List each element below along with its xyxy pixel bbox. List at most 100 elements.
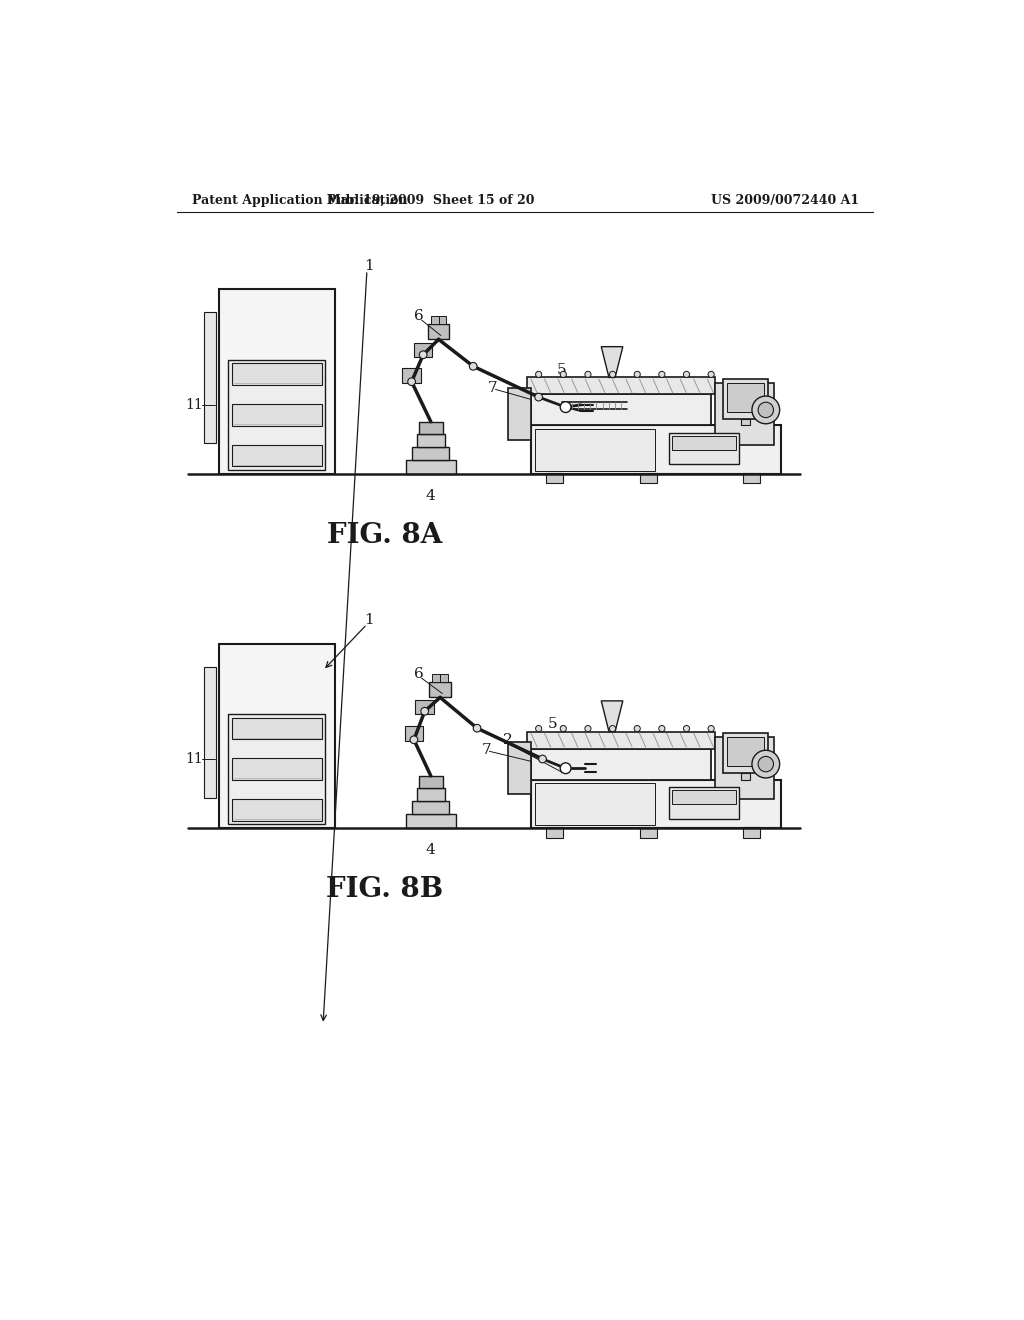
Circle shape — [560, 401, 571, 413]
Bar — [232, 718, 322, 739]
Circle shape — [536, 726, 542, 731]
Bar — [219, 644, 335, 829]
Bar — [741, 774, 751, 780]
Text: 7: 7 — [481, 743, 492, 756]
Text: 5: 5 — [548, 717, 557, 731]
Bar — [672, 789, 735, 804]
Bar — [531, 748, 711, 780]
Bar — [404, 726, 423, 742]
Bar — [741, 420, 751, 425]
Bar — [431, 317, 438, 323]
Text: 4: 4 — [426, 843, 436, 857]
Bar — [669, 433, 738, 465]
Circle shape — [658, 726, 665, 731]
Circle shape — [539, 755, 547, 763]
Text: 11: 11 — [184, 752, 203, 766]
Circle shape — [408, 378, 416, 385]
Bar — [414, 343, 432, 358]
Bar — [232, 758, 322, 780]
Circle shape — [535, 393, 543, 401]
Bar — [508, 742, 531, 795]
Text: 11: 11 — [184, 397, 203, 412]
Bar — [724, 379, 768, 420]
Circle shape — [634, 371, 640, 378]
Bar — [640, 473, 657, 483]
Text: 1: 1 — [365, 614, 374, 627]
Polygon shape — [601, 347, 623, 378]
Circle shape — [536, 371, 542, 378]
Bar — [419, 776, 443, 788]
Circle shape — [708, 726, 714, 731]
Circle shape — [683, 371, 689, 378]
Bar — [527, 731, 715, 748]
Bar — [547, 826, 563, 838]
Bar — [232, 404, 322, 425]
Circle shape — [560, 726, 566, 731]
Circle shape — [752, 396, 779, 424]
Circle shape — [708, 371, 714, 378]
Circle shape — [585, 726, 591, 731]
Bar — [727, 738, 764, 766]
Bar — [531, 395, 711, 425]
Circle shape — [634, 726, 640, 731]
Bar — [232, 363, 322, 385]
Bar — [204, 667, 216, 797]
Circle shape — [683, 726, 689, 731]
Bar — [413, 447, 450, 461]
Text: US 2009/0072440 A1: US 2009/0072440 A1 — [711, 194, 859, 207]
Bar — [438, 317, 446, 323]
Bar — [432, 675, 440, 682]
Text: 1: 1 — [365, 259, 374, 273]
Text: Patent Application Publication: Patent Application Publication — [193, 194, 408, 207]
Bar — [715, 737, 773, 799]
Bar — [727, 383, 764, 412]
Text: FIG. 8A: FIG. 8A — [327, 523, 442, 549]
Bar — [419, 422, 443, 434]
Polygon shape — [601, 701, 623, 731]
Bar — [527, 378, 715, 395]
Bar — [547, 473, 563, 483]
Bar — [531, 780, 781, 829]
Circle shape — [758, 403, 773, 417]
Circle shape — [410, 737, 418, 743]
Bar — [640, 826, 657, 838]
Bar — [429, 682, 451, 697]
Bar — [228, 359, 326, 470]
Text: FIG. 8B: FIG. 8B — [326, 876, 443, 903]
Bar — [715, 383, 773, 445]
Bar — [672, 436, 735, 450]
Circle shape — [419, 351, 427, 359]
Bar — [228, 714, 326, 825]
Bar — [669, 787, 738, 818]
Bar — [204, 313, 216, 444]
Circle shape — [560, 371, 566, 378]
Bar — [508, 388, 531, 440]
Bar — [417, 434, 444, 447]
Circle shape — [585, 371, 591, 378]
Circle shape — [421, 708, 429, 715]
Bar — [724, 734, 768, 774]
Bar — [413, 801, 450, 814]
Bar — [232, 799, 322, 821]
Bar — [402, 368, 421, 383]
Bar — [416, 700, 434, 714]
Circle shape — [752, 750, 779, 777]
Bar — [535, 784, 655, 825]
Bar — [428, 323, 450, 339]
Circle shape — [758, 756, 773, 772]
Bar — [535, 429, 655, 471]
Circle shape — [473, 725, 481, 733]
Text: 7: 7 — [487, 381, 498, 395]
Text: 6: 6 — [415, 309, 424, 323]
Bar — [742, 826, 760, 838]
Circle shape — [658, 371, 665, 378]
Bar — [232, 445, 322, 466]
Text: 6: 6 — [415, 668, 424, 681]
Bar — [417, 788, 444, 801]
Text: 4: 4 — [426, 488, 436, 503]
Text: 2: 2 — [503, 733, 513, 747]
Bar — [440, 675, 447, 682]
Bar — [219, 289, 335, 474]
Bar — [407, 814, 456, 829]
Bar — [531, 425, 781, 474]
